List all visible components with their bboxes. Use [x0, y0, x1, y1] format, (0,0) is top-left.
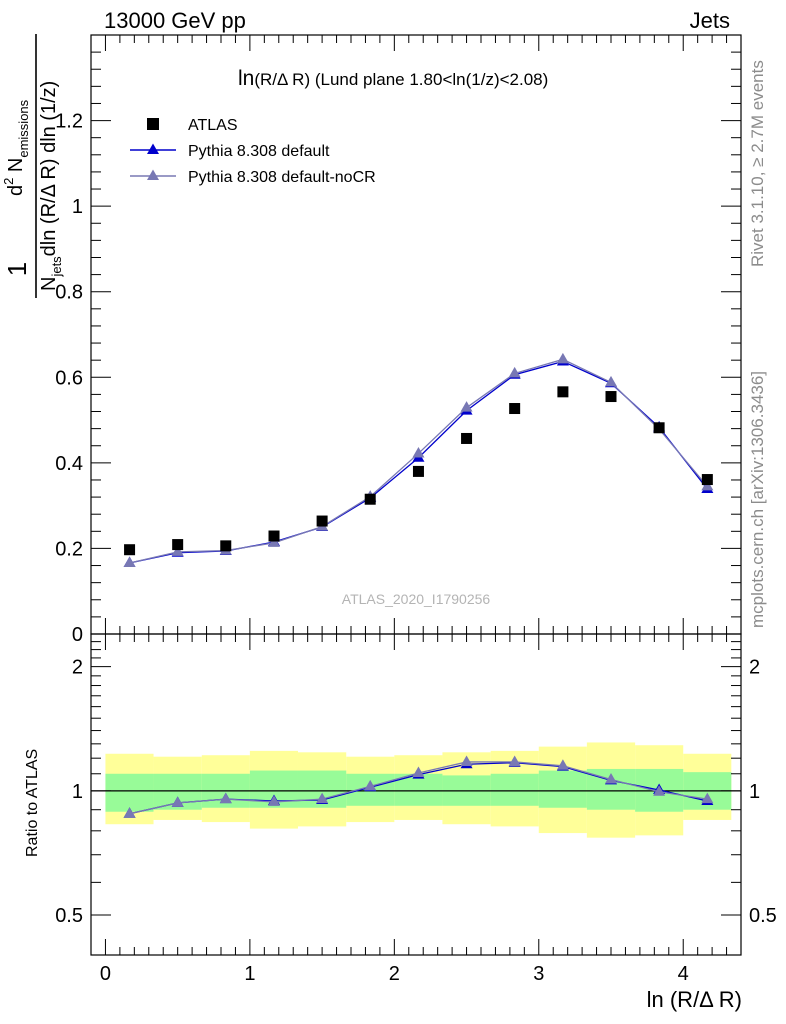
rivet-label: Rivet 3.1.10, ≥ 2.7M events	[748, 60, 767, 267]
y-tick-label: 1	[72, 196, 83, 218]
y-num-pre: d	[5, 185, 27, 196]
atlas-data-point	[316, 515, 328, 527]
y-num-mid: N	[5, 158, 27, 178]
atlas-data-point	[364, 493, 376, 505]
atlas-data-point	[557, 386, 569, 398]
legend-default-marker	[147, 143, 159, 154]
plot-title-sub: (R/Δ R)	[254, 70, 310, 89]
plot-title-rest: (Lund plane 1.80<ln(1/z)<2.08)	[310, 70, 548, 89]
ratio-plot-area: 0 1 2 3 4 0.5 0.5 1 1 2 2	[55, 633, 777, 985]
y-tick-label: 0.8	[55, 282, 83, 304]
plot-title-main: ln	[238, 67, 254, 90]
ratio-y-tick-label-right: 1	[749, 781, 760, 803]
ratio-y-tick-label-right: 2	[749, 657, 760, 679]
atlas-data-point	[461, 432, 473, 444]
x-tick-label: 4	[678, 963, 689, 985]
nocr-series-point	[605, 375, 617, 387]
ratio-nocr-point	[605, 773, 617, 784]
y-den-sub: jets	[49, 256, 64, 278]
y-tick-label: 0.6	[55, 367, 83, 389]
ratio-nocr-point	[364, 779, 377, 791]
x-tick-label: 1	[244, 963, 255, 985]
ratio-y-tick-label-left: 1	[72, 781, 83, 803]
atlas-data-point	[509, 403, 521, 415]
atlas-data-point	[220, 540, 232, 552]
ratio-nocr-point	[701, 792, 714, 804]
y-num-sub: emissions	[16, 99, 31, 157]
nocr-series-point	[412, 446, 425, 458]
y-tick-label: 0.4	[55, 453, 83, 475]
y-label-numerator: d2 Nemissions	[1, 99, 31, 196]
ratio-inner-band	[538, 770, 587, 808]
ratio-y-tick-label-right: 0.5	[749, 905, 777, 927]
legend: ATLAS Pythia 8.308 default Pythia 8.308 …	[130, 117, 376, 186]
ratio-inner-band	[490, 773, 539, 806]
y-label-one: 1	[2, 262, 32, 276]
y-label-denominator: Njetsdln (R/Δ R) dln (1/z)	[38, 81, 64, 291]
ratio-nocr-point	[123, 807, 136, 818]
y-tick-label: 0.2	[55, 538, 83, 560]
nocr-series-point	[556, 352, 569, 364]
legend-nocr-label: Pythia 8.308 default-noCR	[188, 169, 376, 186]
ratio-nocr-point	[268, 795, 281, 806]
mcplots-label: mcplots.cern.ch [arXiv:1306.3436]	[748, 371, 767, 628]
ratio-inner-band	[105, 773, 154, 812]
process-label: Jets	[690, 8, 730, 33]
atlas-data-point	[653, 422, 665, 434]
plot-title: ln(R/Δ R) (Lund plane 1.80<ln(1/z)<2.08)	[238, 67, 548, 90]
legend-atlas-label: ATLAS	[188, 117, 238, 134]
atlas-data-point	[605, 391, 617, 403]
x-axis-label: ln (R/Δ R)	[647, 987, 742, 1012]
energy-label: 13000 GeV pp	[104, 8, 246, 33]
ratio-y-tick-label-left: 0.5	[55, 905, 83, 927]
legend-atlas-marker	[147, 118, 159, 130]
legend-nocr-marker	[147, 169, 159, 180]
nocr-series-point	[123, 556, 136, 567]
nocr-series-point	[508, 366, 521, 378]
ratio-nocr-point	[653, 785, 666, 796]
ratio-nocr-point	[412, 766, 425, 777]
x-tick-label: 3	[533, 963, 544, 985]
nocr-series-point	[701, 479, 714, 491]
ratio-nocr-point	[508, 755, 521, 766]
nocr-series-point	[171, 545, 184, 556]
atlas-data-point	[124, 544, 136, 556]
x-tick-label: 0	[100, 963, 111, 985]
ratio-nocr-point	[219, 792, 232, 804]
ratio-y-tick-label-left: 2	[72, 657, 83, 679]
ratio-nocr-point	[460, 755, 473, 766]
ratio-nocr-point	[171, 796, 184, 807]
atlas-data-point	[701, 474, 713, 486]
ratio-nocr-point	[316, 792, 329, 804]
analysis-watermark: ATLAS_2020_I1790256	[342, 591, 491, 607]
atlas-data-point	[172, 539, 184, 551]
y-num-sup: 2	[1, 178, 16, 185]
y-tick-label: 1.2	[55, 111, 83, 133]
nocr-series-point	[460, 401, 473, 412]
x-tick-label: 2	[389, 963, 400, 985]
ratio-y-axis-label: Ratio to ATLAS	[24, 749, 41, 857]
y-den-pre: N	[38, 277, 60, 291]
atlas-data-point	[268, 530, 280, 542]
ratio-nocr-point	[556, 759, 569, 770]
ratio-plot-frame	[90, 633, 742, 956]
y-den-post: dln (R/Δ R) dln (1/z)	[38, 81, 60, 257]
main-plot-area: 0 0.2 0.4 0.6 0.8 1 1.2	[55, 34, 742, 646]
y-tick-label: 0	[72, 624, 83, 646]
legend-default-label: Pythia 8.308 default	[188, 143, 330, 160]
nocr-series-point	[268, 536, 281, 547]
y-axis-label: 1 Njetsdln (R/Δ R) dln (1/z) d2 Nemissio…	[1, 34, 64, 298]
atlas-data-point	[412, 465, 424, 477]
